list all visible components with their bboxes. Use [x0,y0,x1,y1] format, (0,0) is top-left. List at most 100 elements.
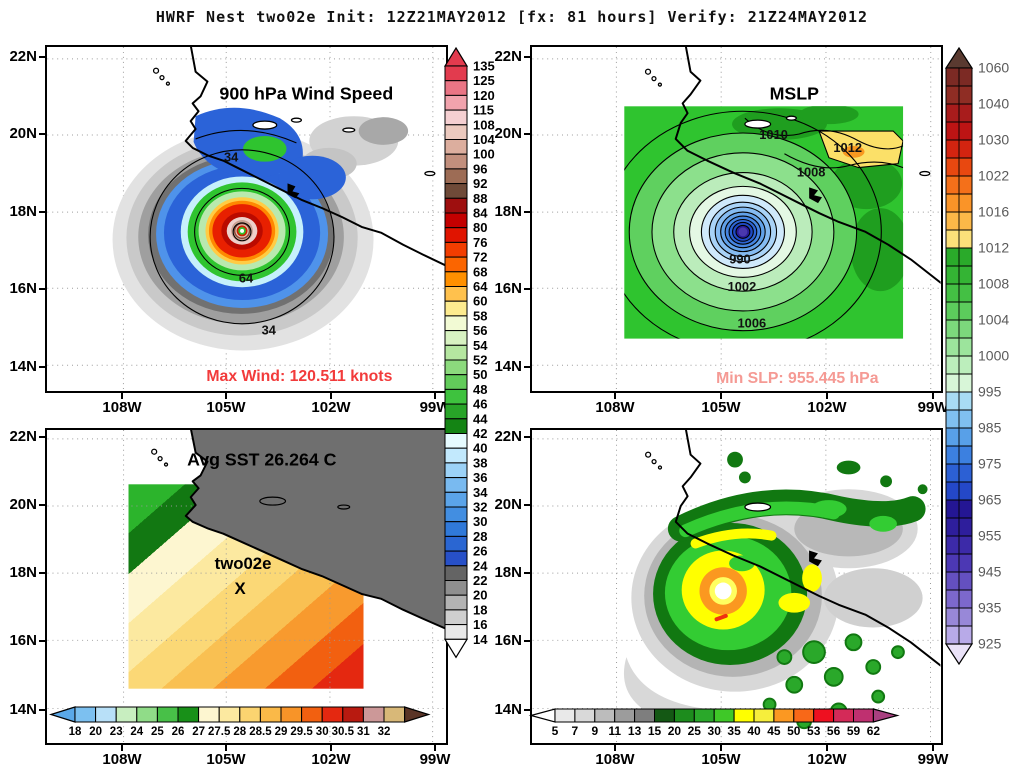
axis-tick [524,572,530,574]
axis-label-lon: 105W [206,751,246,768]
colorbar-label: 26 [172,726,185,738]
colorbar-label: 1004 [978,312,1009,328]
colorbar-label: 44 [473,411,488,426]
colorbar-label: 28 [233,726,246,738]
axis-label-lat: 22N [9,428,37,445]
colorbar-label: 36 [473,470,487,485]
colorbar-label: 42 [473,426,487,441]
axis-tick [434,393,436,399]
axis-label-lat: 18N [9,203,37,220]
axis-label-lon: 99W [419,399,451,416]
colorbar-label: 115 [473,103,494,118]
axis-label-lon: 108W [595,751,635,768]
colorbar-refl: 5 7 9 11 13 15 20 25 30 35 40 45 50 53 56 59 62 [528,708,900,738]
colorbar-label: 20 [473,588,487,603]
colorbar-label: 56 [827,724,841,738]
axis-label-lat: 14N [494,701,522,718]
colorbar-label: 965 [978,492,1002,508]
axis-label-lat: 14N [9,358,37,375]
colorbar-label: 52 [473,353,487,368]
colorbar-label: 72 [473,250,487,265]
colorbar-label: 24 [130,726,143,738]
colorbar-label: 125 [473,73,495,88]
colorbar-label: 64 [473,279,488,294]
axis-tick [524,133,530,135]
axis-label-lat: 22N [494,48,522,65]
figure-title: HWRF Nest two02e Init: 12Z21MAY2012 [fx:… [155,8,869,26]
colorbar-label: 20 [89,726,102,738]
colorbar-label: 100 [473,147,495,162]
wind-panel-title: 900 hPa Wind Speed [219,83,393,103]
colorbar-label: 88 [473,191,487,206]
axis-tick [39,436,45,438]
colorbar-label: 92 [473,176,487,191]
colorbar-label: 38 [473,455,487,470]
contour-label: 34 [224,150,239,165]
axis-label-lon: 99W [419,751,451,768]
colorbar-label: 58 [473,308,487,323]
wind-contours [149,129,335,325]
colorbar-label: 18 [69,726,82,738]
contour-label: 34 [262,323,277,338]
colorbar-label: 935 [978,600,1002,616]
colorbar-label: 925 [978,636,1002,652]
colorbar-label: 135 [473,59,495,74]
contour-label: 1008 [797,164,826,179]
colorbar-label: 1040 [978,96,1009,112]
colorbar-label: 60 [473,294,487,309]
colorbar-label: 120 [473,88,495,103]
axis-tick [121,393,123,399]
colorbar-sst: 18 20 23 24 25 26 27 27.5 28 28.5 29 29.5 30 30.5 31 32 [48,706,431,738]
colorbar-label: 59 [847,724,861,738]
colorbar-label: 31 [357,726,370,738]
colorbar-label: 1022 [978,168,1009,184]
min-slp-annotation: Min SLP: 955.445 hPa [716,370,879,387]
colorbar-label: 50 [787,724,801,738]
colorbar-label: 9 [591,724,598,738]
colorbar-label: 62 [867,724,881,738]
colorbar-label: 40 [747,724,761,738]
axis-tick [39,572,45,574]
islands [644,68,931,204]
contour-label: 990 [729,251,750,266]
colorbar-label: 955 [978,528,1002,544]
land-mask [185,430,446,629]
axis-tick [614,745,616,751]
axis-tick [524,211,530,213]
colorbar-label: 1000 [978,348,1009,364]
colorbar-label: 14 [473,632,488,647]
coastline [184,47,446,267]
colorbar-label: 985 [978,420,1002,436]
colorbar-label: 1060 [978,60,1009,76]
sst-map: Avg SST 26.264 C two02e X [47,430,446,743]
colorbar-label: 995 [978,384,1002,400]
colorbar-label: 29.5 [290,726,313,738]
axis-label-lon: 102W [807,751,847,768]
axis-label-lon: 105W [701,399,741,416]
panel-sst: Avg SST 26.264 C two02e X [45,428,448,745]
islands [152,67,436,199]
axis-tick [39,709,45,711]
axis-label-lat: 18N [494,564,522,581]
coastline [674,47,941,284]
colorbar-label: 25 [688,724,702,738]
colorbar-label: 15 [648,724,662,738]
mslp-map: MSLP 1010 1012 1008 990 1002 1006 Min SL… [532,47,941,391]
colorbar-label: 1008 [978,276,1009,292]
axis-label-lat: 16N [9,632,37,649]
colorbar-label: 25 [151,726,164,738]
colorbar-label: 1012 [978,240,1009,256]
colorbar-label: 13 [628,724,642,738]
islands [645,451,822,567]
axis-tick [524,366,530,368]
colorbar-label: 35 [727,724,741,738]
axis-tick [524,56,530,58]
colorbar-label: 45 [767,724,781,738]
axis-tick [524,640,530,642]
axis-tick [39,288,45,290]
axis-tick [39,211,45,213]
coastline [674,430,941,667]
axis-tick [39,366,45,368]
axis-label-lat: 22N [9,48,37,65]
